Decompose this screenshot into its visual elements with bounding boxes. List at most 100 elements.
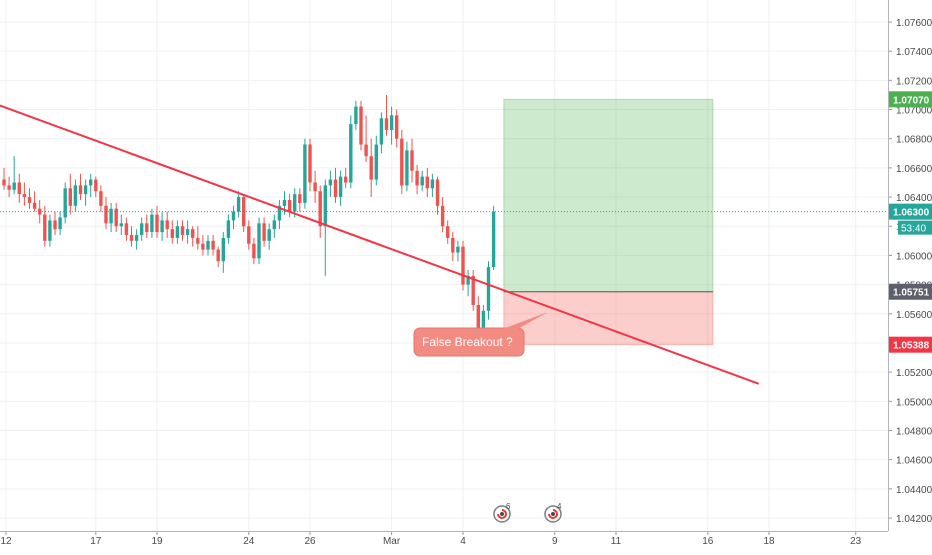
- candle: [206, 234, 210, 256]
- event-arc: [548, 509, 558, 519]
- candle-body: [114, 208, 118, 227]
- candle-body: [481, 310, 486, 332]
- candle-body: [99, 191, 103, 206]
- position-zones: [503, 98, 714, 346]
- x-tick-label: 18: [763, 536, 775, 547]
- loss-zone[interactable]: [503, 291, 714, 346]
- candle: [430, 173, 435, 198]
- candle: [374, 135, 378, 186]
- grid: [0, 0, 888, 531]
- candle: [415, 164, 419, 195]
- event-marker[interactable]: 4: [544, 502, 562, 523]
- candle: [27, 188, 32, 209]
- candle: [211, 234, 215, 256]
- candle: [461, 240, 465, 291]
- candle-body: [379, 118, 384, 145]
- x-tick-label: 26: [304, 536, 316, 547]
- countdown-label: 53:40: [901, 224, 926, 235]
- candle-body: [420, 176, 424, 186]
- candle: [48, 214, 52, 247]
- candle-body: [461, 246, 465, 285]
- annotations[interactable]: False Breakout ? 6 4: [413, 312, 562, 523]
- candle-body: [323, 185, 327, 227]
- x-tick-label: 11: [611, 536, 622, 547]
- chart-lines: [0, 104, 888, 385]
- y-tick-label: 1.05000: [896, 397, 932, 408]
- event-dot: [551, 512, 555, 516]
- candle: [486, 261, 491, 320]
- countdown-bg: [898, 220, 932, 235]
- candle: [318, 185, 322, 238]
- candle: [196, 226, 200, 250]
- candle-body: [236, 197, 241, 212]
- candle: [323, 179, 327, 276]
- candle-body: [287, 199, 292, 212]
- candle: [369, 138, 373, 198]
- candle-body: [303, 144, 307, 203]
- candle: [359, 100, 363, 151]
- candle: [303, 138, 307, 209]
- x-tick-label: 19: [151, 536, 163, 547]
- candle-body: [109, 208, 113, 224]
- candle: [338, 170, 343, 206]
- time-axis[interactable]: 12 17 19 24 26 Mar 4 9 11 16 18 23: [0, 531, 888, 547]
- candles: [2, 94, 496, 343]
- candle: [328, 170, 333, 198]
- current-price-label-bg: [889, 203, 932, 220]
- candle: [446, 220, 450, 244]
- candle-body: [425, 176, 429, 189]
- candle-body: [175, 226, 180, 238]
- candle: [104, 197, 108, 230]
- candle-body: [155, 214, 159, 233]
- candle: [170, 220, 174, 244]
- candle: [247, 220, 251, 250]
- candle: [160, 211, 164, 241]
- candle-body: [89, 179, 93, 186]
- candle: [349, 115, 353, 189]
- entry-price-label-bg: [889, 283, 932, 300]
- x-tick-label: 4: [460, 536, 466, 547]
- candle-body: [318, 191, 322, 227]
- trendline[interactable]: [0, 104, 760, 385]
- profit-zone[interactable]: [503, 98, 714, 293]
- candle-body: [22, 194, 27, 198]
- candle: [277, 199, 282, 230]
- price-axis[interactable]: 1.07600 1.07400 1.07200 1.07000 1.06800 1.066…: [888, 0, 932, 531]
- event-marker[interactable]: 6: [493, 502, 511, 523]
- false-breakout-callout[interactable]: False Breakout ?: [413, 312, 548, 357]
- y-tick-label: 1.06600: [896, 164, 932, 175]
- candle-body: [415, 170, 419, 186]
- candle: [17, 173, 21, 203]
- candle: [231, 205, 236, 230]
- candle-body: [58, 217, 62, 230]
- candle-body: [349, 124, 353, 183]
- candle: [124, 217, 129, 241]
- candle: [236, 191, 241, 218]
- candle: [129, 226, 134, 247]
- candle-body: [430, 179, 435, 189]
- candle-body: [435, 179, 440, 206]
- candle: [216, 246, 220, 268]
- candle: [389, 106, 394, 145]
- candle-body: [191, 229, 195, 238]
- candle: [257, 217, 261, 265]
- x-tick-label: 23: [850, 536, 862, 547]
- candle: [400, 129, 404, 195]
- event-dot: [500, 512, 504, 516]
- target-price-label: 1.07070: [893, 95, 930, 106]
- candle: [451, 232, 455, 262]
- candle: [73, 179, 78, 212]
- candle: [456, 240, 460, 262]
- candle-body: [247, 226, 251, 244]
- candle: [252, 237, 256, 265]
- candle: [180, 220, 185, 241]
- candle-body: [369, 156, 373, 180]
- candle: [410, 138, 414, 183]
- candle: [83, 179, 88, 206]
- stop-price-label: 1.05388: [893, 341, 930, 352]
- candle-body: [221, 237, 225, 262]
- candle-body: [170, 229, 174, 238]
- candle: [395, 109, 399, 148]
